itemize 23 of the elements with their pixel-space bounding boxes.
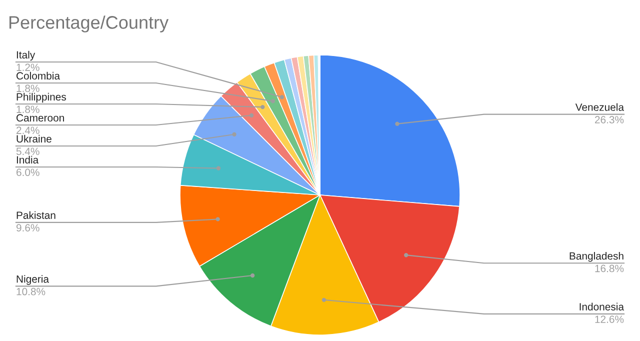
data-label: 1.2% (16, 64, 40, 72)
data-label: 1.8% (16, 106, 40, 114)
data-label: 10.8% (16, 288, 46, 296)
slice-label: Nigeria (16, 275, 49, 285)
slice-label: Venezuela (575, 103, 624, 111)
slice-label: Indonesia (580, 302, 624, 310)
data-label: 26.3% (594, 116, 624, 124)
slice-label: Bangladesh (570, 252, 624, 262)
slice-label: Philippines (16, 92, 66, 103)
slice-label: Pakistan (16, 211, 56, 219)
slice-label: Italy (16, 50, 36, 61)
data-label: 5.4% (16, 148, 40, 156)
slice-label: Cameroon (16, 114, 64, 122)
chart-title: Percentage/Country (9, 16, 169, 32)
data-label: 9.6% (16, 224, 40, 232)
slice-label: India (16, 156, 39, 164)
slice-label: Colombia (16, 72, 60, 80)
data-label: 12.6% (595, 316, 624, 323)
data-label: 6.0% (16, 168, 40, 176)
data-label: 16.8% (595, 264, 624, 272)
slice-label: Ukraine (16, 134, 52, 143)
data-label: 1.8% (16, 84, 40, 92)
data-label: 2.4% (16, 126, 40, 134)
